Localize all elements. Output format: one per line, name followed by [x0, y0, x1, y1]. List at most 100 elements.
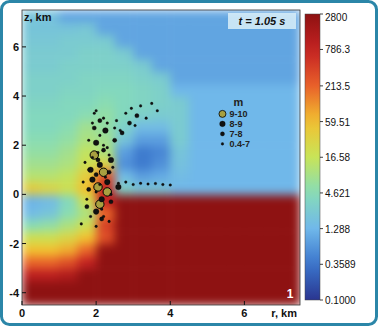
- heatmap-cell: [170, 219, 189, 232]
- x-tick: [22, 301, 23, 305]
- x-tick: [96, 301, 97, 305]
- heatmap-cell: [22, 108, 41, 121]
- particle: [99, 134, 102, 137]
- heatmap-cell: [263, 158, 282, 171]
- particle: [97, 151, 100, 154]
- particle: [134, 124, 137, 127]
- particle-series: [85, 114, 139, 221]
- heatmap-cell: [41, 35, 60, 48]
- particle: [94, 183, 102, 191]
- heatmap-cell: [115, 219, 134, 232]
- heatmap-cell: [207, 268, 226, 281]
- particle: [99, 168, 107, 176]
- heatmap-cell: [133, 158, 152, 171]
- heatmap-cell: [22, 84, 41, 97]
- particle: [124, 112, 127, 115]
- heatmap-cell: [170, 96, 189, 109]
- heatmap-cell: [189, 256, 208, 269]
- heatmap-cell: [78, 293, 97, 305]
- particle: [106, 146, 109, 149]
- heatmap-cell: [41, 170, 60, 183]
- chart: 0246-4-20246r, kmz, kmt = 1.05 s1m9-108-…: [0, 0, 378, 326]
- heatmap-cell: [226, 47, 245, 60]
- heatmap-cell: [263, 121, 282, 134]
- heatmap-cell: [59, 170, 78, 183]
- particle: [91, 122, 94, 125]
- colorbar-tick-label: 1.288: [325, 224, 350, 235]
- particle: [94, 173, 98, 177]
- heatmap-cell: [78, 170, 97, 183]
- heatmap-cell: [207, 145, 226, 158]
- particle: [103, 188, 111, 196]
- particle: [101, 148, 105, 152]
- legend-marker: [220, 121, 226, 127]
- heatmap-cell: [170, 293, 189, 305]
- heatmap-cell: [281, 219, 300, 232]
- heatmap-cell: [226, 158, 245, 171]
- heatmap-cell: [78, 244, 97, 257]
- particle: [90, 177, 96, 183]
- heatmap-cell: [133, 256, 152, 269]
- particle: [95, 191, 98, 194]
- heatmap-cell: [263, 244, 282, 257]
- particle: [107, 170, 111, 174]
- heatmap-cell: [189, 47, 208, 60]
- heatmap-cell: [78, 10, 97, 23]
- heatmap-cell: [281, 182, 300, 195]
- heatmap-cell: [59, 96, 78, 109]
- heatmap-cell: [281, 108, 300, 121]
- colorbar-tick: [320, 85, 323, 86]
- heatmap-cell: [78, 280, 97, 293]
- particle: [99, 183, 102, 186]
- particle: [112, 166, 115, 169]
- heatmap-cell: [152, 71, 171, 84]
- heatmap-cell: [263, 59, 282, 72]
- heatmap-cell: [133, 108, 152, 121]
- heatmap-cell: [152, 207, 171, 220]
- heatmap-cell: [59, 268, 78, 281]
- colorbar-tick-label: 2800: [325, 12, 348, 23]
- heatmap-cell: [22, 47, 41, 60]
- heatmap-cell: [189, 59, 208, 72]
- heatmap-cell: [133, 207, 152, 220]
- heatmap-cell: [115, 133, 134, 146]
- heatmap-cell: [78, 256, 97, 269]
- heatmap-cell: [281, 84, 300, 97]
- particle-series: [80, 102, 172, 228]
- heatmap-cell: [244, 96, 263, 109]
- heatmap-cell: [170, 194, 189, 207]
- heatmap-cell: [115, 170, 134, 183]
- heatmap-cell: [226, 268, 245, 281]
- heatmap-cell: [59, 207, 78, 220]
- heatmap-cell: [152, 244, 171, 257]
- heatmap-cell: [189, 194, 208, 207]
- heatmap-cell: [281, 121, 300, 134]
- particle: [84, 161, 87, 164]
- particle: [97, 162, 103, 168]
- heatmap-cell: [189, 231, 208, 244]
- particle: [102, 117, 105, 120]
- particle: [169, 184, 172, 187]
- heatmap-cell: [152, 231, 171, 244]
- heatmap-cell: [281, 71, 300, 84]
- heatmap-cell: [133, 10, 152, 23]
- heatmap-cell: [152, 121, 171, 134]
- particle: [95, 109, 98, 112]
- heatmap-cell: [207, 47, 226, 60]
- heatmap-cell: [96, 22, 115, 35]
- heatmap-cell: [263, 145, 282, 158]
- heatmap-cell: [244, 35, 263, 48]
- heatmap-cell: [96, 133, 115, 146]
- heatmap-cell: [133, 121, 152, 134]
- legend-label: 0.4-7: [229, 139, 250, 149]
- heatmap-cell: [59, 244, 78, 257]
- heatmap-cell: [226, 219, 245, 232]
- heatmap-cell: [226, 35, 245, 48]
- heatmap-cell: [170, 170, 189, 183]
- x-tick: [170, 301, 171, 305]
- heatmap-cell: [207, 108, 226, 121]
- heatmap-cell: [115, 194, 134, 207]
- particle: [145, 117, 148, 120]
- particle: [80, 223, 83, 226]
- particle: [96, 158, 100, 162]
